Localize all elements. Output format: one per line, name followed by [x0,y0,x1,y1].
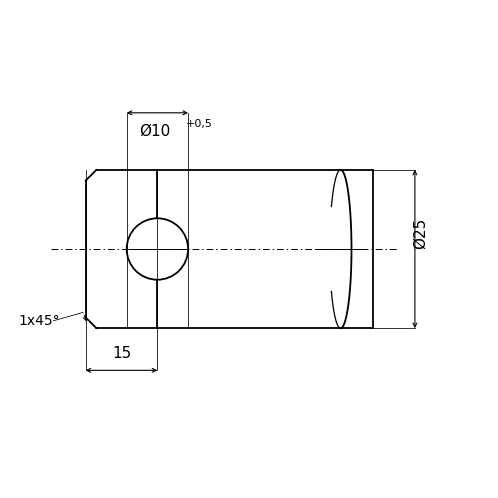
Text: 1x45°: 1x45° [19,314,60,328]
Text: Ø10: Ø10 [139,124,170,139]
Text: +0,5: +0,5 [186,119,213,129]
Text: Ø25: Ø25 [413,218,428,249]
Text: 15: 15 [112,347,131,362]
